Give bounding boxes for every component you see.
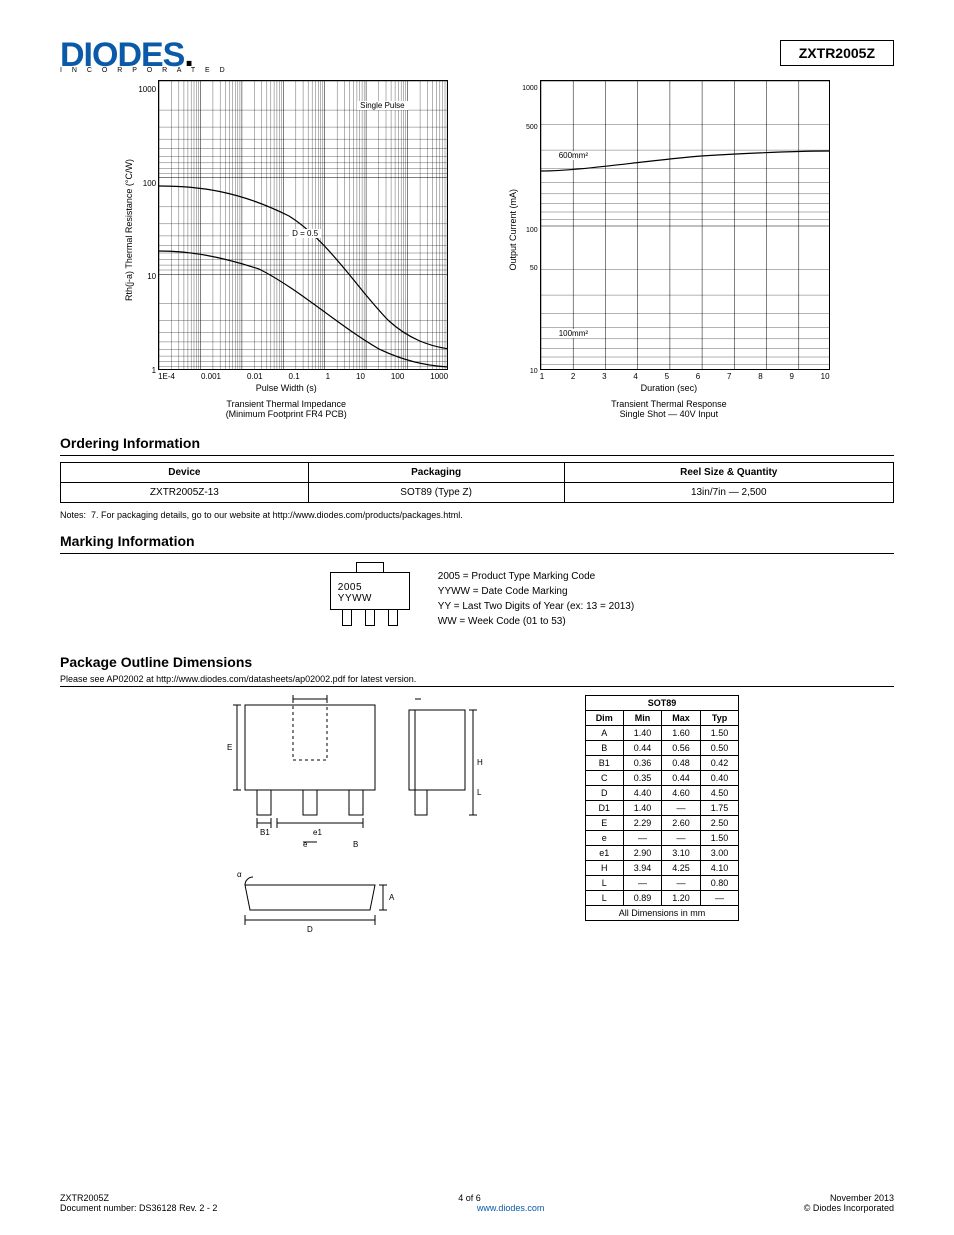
footer-doc: Document number: DS36128 Rev. 2 - 2 [60,1203,217,1213]
chart1-title: Transient Thermal Impedance(Minimum Foot… [226,399,347,419]
pkg-units: All Dimensions in mm [585,905,739,920]
chart1-series-label-b: D = 0.5 [289,229,321,238]
chart2-title: Transient Thermal ResponseSingle Shot — … [611,399,727,419]
svg-text:E: E [227,743,232,752]
chart2-annot-600mm: 600mm² [556,151,591,160]
divider [60,686,894,687]
svg-text:B: B [353,840,358,849]
header: DIODES. I N C O R P O R A T E D ZXTR2005… [60,40,894,74]
ordering-table: Device Packaging Reel Size & Quantity ZX… [60,462,894,503]
chart2-xlabel: Duration (sec) [641,383,698,393]
divider [60,553,894,554]
chart1-xlabel: Pulse Width (s) [256,383,317,393]
table-row: C0.350.440.40 [585,770,739,785]
svg-text:A: A [389,893,395,902]
chart2-plot: 100mm² 600mm² [540,80,830,370]
chart1-xticks: 1E-40.0010.010.11101001000 [158,372,448,381]
package-note: Please see AP02002 at http://www.diodes.… [60,674,894,684]
ordering-title: Ordering Information [60,435,894,451]
footer-site[interactable]: www.diodes.com [477,1203,545,1213]
marking-drawing: 2005 YYWW [320,562,420,636]
table-row: Device Packaging Reel Size & Quantity [61,462,894,482]
cell-device: ZXTR2005Z-13 [61,482,309,502]
svg-text:L: L [477,788,482,797]
logo-subtext: I N C O R P O R A T E D [60,67,229,74]
col-device: Device [61,462,309,482]
ordering-notes: Notes: 7. For packaging details, go to o… [60,509,894,521]
chart2-annot-100mm: 100mm² [556,329,591,338]
chart1-yticks: 1000 100 10 1 [138,85,156,375]
table-row: ZXTR2005Z-13 SOT89 (Type Z) 13in/7in — 2… [61,482,894,502]
table-row: L——0.80 [585,875,739,890]
svg-text:C: C [411,695,417,696]
package-drawing: D1 B1 e1 e B E H L [215,695,545,948]
table-row: A1.401.601.50 [585,725,739,740]
logo: DIODES. I N C O R P O R A T E D [60,40,229,74]
svg-text:D1: D1 [305,695,316,696]
svg-text:e: e [303,840,308,849]
table-row: e12.903.103.00 [585,845,739,860]
part-number-box: ZXTR2005Z [780,40,894,66]
col-packaging: Packaging [308,462,564,482]
table-row: D4.404.604.50 [585,785,739,800]
footer-part: ZXTR2005Z [60,1193,109,1203]
cell-reel: 13in/7in — 2,500 [564,482,893,502]
col-reel: Reel Size & Quantity [564,462,893,482]
chart2-xticks: 12345678910 [540,372,830,381]
table-row: Dim Min Max Typ [585,710,739,725]
package-row: D1 B1 e1 e B E H L [60,695,894,948]
table-row: B10.360.480.42 [585,755,739,770]
footer-copyright: © Diodes Incorporated [804,1203,894,1213]
footer-page: 4 of 6 [458,1193,481,1203]
table-row: H3.944.254.10 [585,860,739,875]
svg-text:D: D [307,925,313,934]
marking-title: Marking Information [60,533,894,549]
divider [60,455,894,456]
chart2-ylabel: Output Current (mA) [508,189,518,271]
chart2-yticks: 1000 500 100 50 10 [522,85,538,375]
footer-date: November 2013 [830,1193,894,1203]
chart-transient-response: Output Current (mA) 1000 500 100 50 10 [508,80,830,419]
package-dims-wrap: SOT89 Dim Min Max Typ A1.401.601.50B0.44… [585,695,740,921]
svg-text:e1: e1 [313,828,322,837]
mark-code: 2005 YYWW [338,582,372,604]
charts-row: Rth(j-a) Thermal Resistance (°C/W) 1000 … [60,80,894,419]
footer: ZXTR2005Z 4 of 6 November 2013 Document … [0,1193,954,1213]
chart1-ylabel: Rth(j-a) Thermal Resistance (°C/W) [124,159,134,301]
table-row: E2.292.602.50 [585,815,739,830]
svg-text:B1: B1 [260,828,270,837]
chart1-series-label-a: Single Pulse [357,101,407,110]
table-row: D11.40—1.75 [585,800,739,815]
svg-text:H: H [477,758,483,767]
table-row: B0.440.560.50 [585,740,739,755]
chart1-plot: Single Pulse D = 0.5 [158,80,448,370]
cell-packaging: SOT89 (Type Z) [308,482,564,502]
marking-key: 2005 = Product Type Marking Code YYWW = … [438,569,634,629]
chart-thermal-impedance: Rth(j-a) Thermal Resistance (°C/W) 1000 … [124,80,448,419]
marking-block: 2005 YYWW 2005 = Product Type Marking Co… [60,562,894,636]
pkg-name: SOT89 [585,695,739,710]
package-dims-table: SOT89 Dim Min Max Typ A1.401.601.50B0.44… [585,695,740,921]
svg-text:α: α [237,870,242,879]
table-row: L0.891.20— [585,890,739,905]
table-row: e——1.50 [585,830,739,845]
package-title: Package Outline Dimensions [60,654,894,670]
